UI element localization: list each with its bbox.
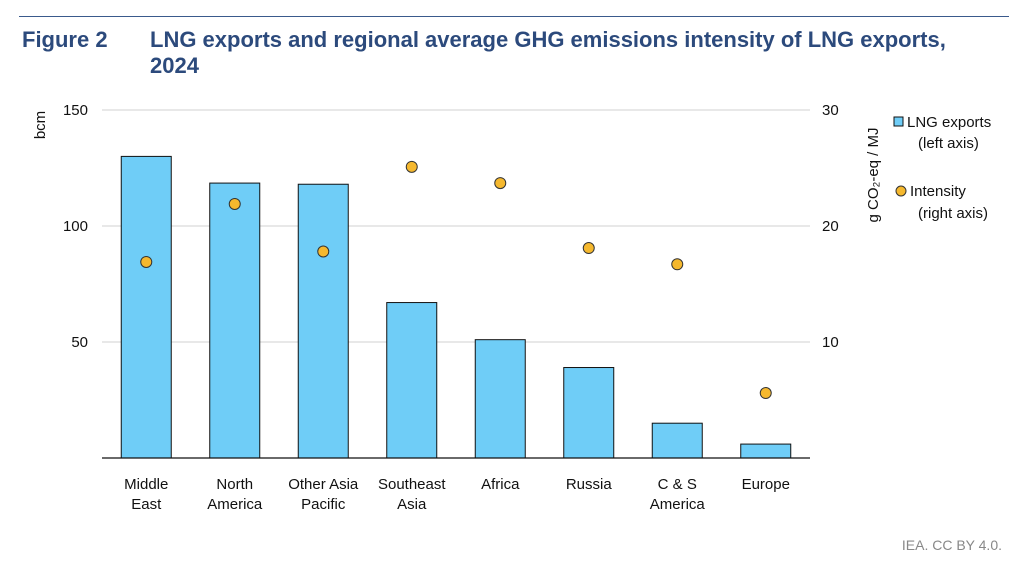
bar [386, 302, 438, 459]
data-point [317, 245, 330, 258]
chart-title: LNG exports and regional average GHG emi… [150, 27, 946, 78]
top-rule [19, 16, 1009, 17]
data-point [405, 160, 418, 173]
x-tick-label: Middle [124, 476, 168, 493]
x-tick-label: Other Asia [288, 476, 359, 493]
y-tick-label: 50 [71, 334, 88, 351]
x-tick-label: America [650, 496, 706, 513]
data-point [494, 177, 507, 190]
y-right-axis-label: g CO₂-eq / MJ [865, 127, 882, 222]
y-tick-label: 100 [63, 218, 88, 235]
y-axis-label: bcm [32, 111, 49, 139]
x-tick-label: C & S [658, 476, 697, 493]
y-right-tick-label: 10 [822, 334, 839, 351]
y-tick-label: 150 [63, 102, 88, 119]
bar [563, 367, 615, 459]
x-tick-label: Europe [742, 476, 790, 493]
x-tick-label: East [131, 496, 162, 513]
figure-label: Figure 2 [22, 27, 108, 52]
bar [740, 443, 792, 459]
legend-label: LNG exports [907, 114, 991, 131]
x-tick-label: Southeast [378, 476, 446, 493]
bar [474, 339, 526, 459]
data-point [759, 387, 772, 400]
data-point [228, 197, 241, 210]
bar [209, 182, 261, 459]
y-right-tick-label: 30 [822, 102, 839, 119]
x-tick-label: Africa [481, 476, 520, 493]
legend-sublabel: (left axis) [918, 135, 979, 152]
bar [651, 422, 703, 459]
x-tick-label: Asia [397, 496, 427, 513]
legend-label: Intensity [910, 183, 966, 200]
legend-swatch-intensity [895, 185, 907, 197]
x-tick-label: North [216, 476, 253, 493]
legend-sublabel: (right axis) [918, 205, 988, 222]
data-point [140, 255, 153, 268]
data-point [671, 258, 684, 271]
bar [297, 183, 349, 459]
x-tick-label: Russia [566, 476, 613, 493]
y-right-tick-label: 20 [822, 218, 839, 235]
data-point [582, 242, 595, 255]
bar [120, 155, 172, 459]
legend-swatch-lng-exports [893, 116, 904, 127]
credit: IEA. CC BY 4.0. [901, 537, 1002, 553]
x-tick-label: America [207, 496, 263, 513]
x-tick-label: Pacific [301, 496, 346, 513]
